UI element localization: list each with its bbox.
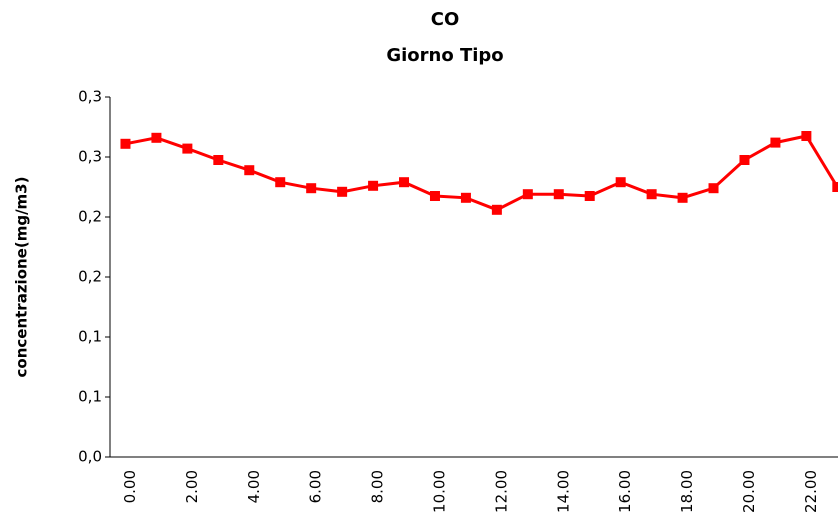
marker [770,137,781,148]
marker [429,191,440,201]
x-tick-label: 2.00 [183,470,201,503]
y-tick-label: 0,1 [78,328,102,346]
marker [801,131,812,141]
marker [739,155,750,165]
marker [584,191,595,201]
marker [677,192,688,203]
x-tick-label: 20.00 [740,470,758,513]
x-tick-label: 10.00 [430,470,448,513]
x-tick-label: 14.00 [554,470,572,513]
x-tick-label: 6.00 [307,470,325,503]
marker [306,183,317,194]
marker [213,155,224,165]
marker [460,192,471,203]
marker [832,182,838,192]
marker [151,132,162,143]
y-tick-label: 0,0 [78,448,102,466]
marker [182,143,193,154]
x-tick-label: 12.00 [492,470,510,513]
x-tick-label: 0.00 [121,470,139,503]
y-tick-label: 0,2 [78,208,102,226]
marker [275,177,286,188]
marker [553,189,564,200]
marker [244,165,255,176]
y-tick-label: 0,3 [78,148,102,166]
marker [522,189,533,200]
marker [615,177,626,188]
x-tick-label: 16.00 [616,470,634,513]
x-tick-label: 18.00 [678,470,696,513]
y-tick-label: 0,2 [78,268,102,286]
marker [491,204,502,215]
x-tick-label: 8.00 [369,470,387,503]
line [125,134,838,212]
x-tick-label: 22.00 [802,470,820,513]
marker [646,189,657,200]
chart-title: CO [431,9,460,30]
y-axis-label: concentrazione(mg/m3) [13,177,31,378]
marker [337,186,348,197]
y-tick-label: 0,1 [78,388,102,406]
y-tick-label: 0,3 [78,88,102,106]
marker [399,177,410,188]
x-tick-label: 4.00 [245,470,263,503]
marker [120,138,131,149]
marker [368,180,379,191]
chart-subtitle: Giorno Tipo [386,45,503,66]
marker [708,183,719,194]
